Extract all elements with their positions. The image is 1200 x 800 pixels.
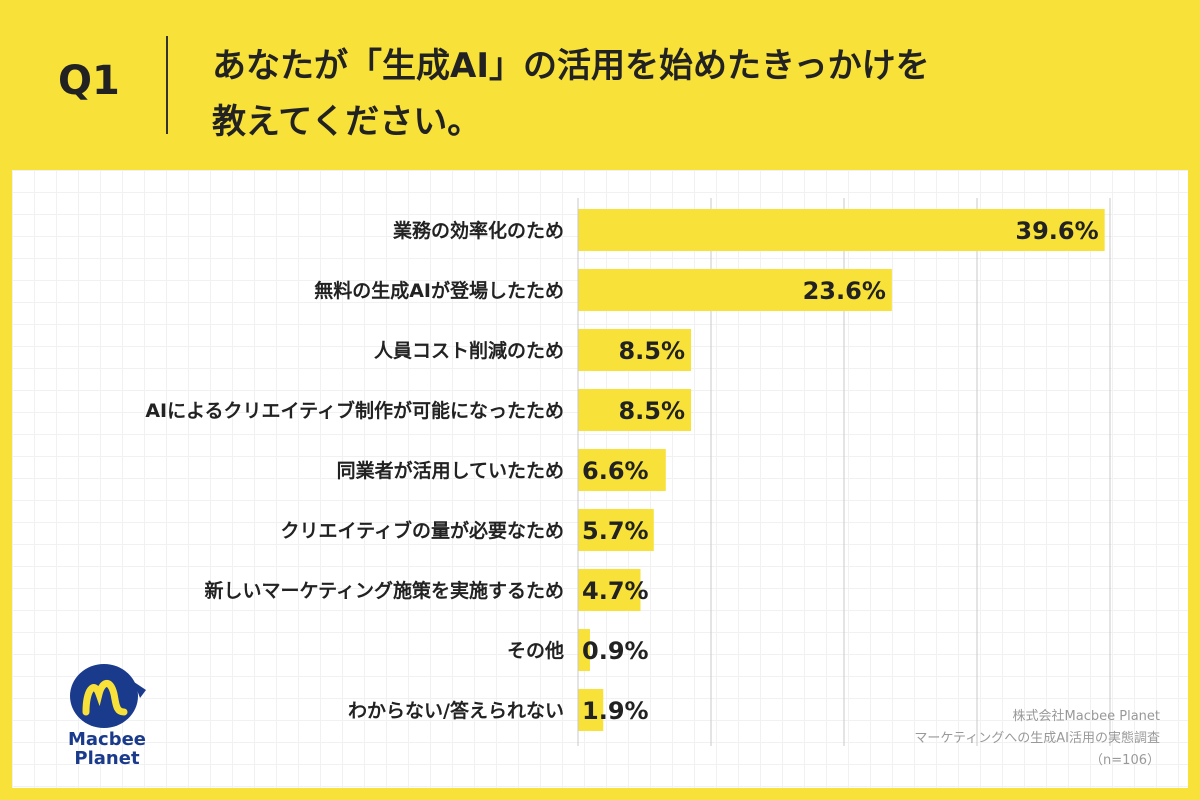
category-label: その他 — [507, 639, 564, 662]
value-label: 4.7% — [582, 577, 649, 605]
bar — [578, 629, 590, 671]
source-note: 株式会社Macbee Planet マーケティングへの生成AI活用の実態調査 （… — [914, 706, 1160, 772]
logo-text-line-1: Macbee — [67, 729, 147, 750]
bar — [578, 209, 1105, 251]
category-label: クリエイティブの量が必要なため — [281, 519, 564, 542]
question-line-2: 教えてください。 — [212, 102, 482, 142]
value-label: 5.7% — [582, 517, 649, 545]
bar — [578, 269, 892, 311]
value-label: 6.6% — [582, 457, 649, 485]
category-label: 同業者が活用していたため — [337, 459, 564, 482]
value-label: 39.6% — [1015, 217, 1098, 245]
value-label: 23.6% — [803, 277, 886, 305]
category-label: AIによるクリエイティブ制作が可能になったため — [145, 399, 564, 422]
category-label: 新しいマーケティング施策を実施するため — [205, 579, 564, 602]
source-company: 株式会社Macbee Planet — [1012, 709, 1160, 724]
logo-mark-icon — [70, 664, 146, 728]
source-survey: マーケティングへの生成AI活用の実態調査 — [914, 731, 1160, 746]
bar — [578, 329, 692, 371]
value-label: 1.9% — [582, 697, 649, 725]
logo-text-line-2: Planet — [74, 748, 140, 769]
bar — [578, 689, 604, 731]
category-label: わからない/答えられない — [348, 699, 564, 722]
header-divider — [166, 36, 168, 134]
bar — [578, 509, 654, 551]
source-sample-size: （n=106） — [1090, 753, 1160, 768]
macbee-planet-logo: Macbee Planet — [42, 660, 172, 775]
question-text: あなたが「生成AI」の活用を始めたきっかけを 教えてください。 — [212, 38, 1172, 150]
question-line-1: あなたが「生成AI」の活用を始めたきっかけを — [212, 46, 930, 86]
value-label: 8.5% — [618, 397, 685, 425]
bar — [578, 569, 641, 611]
bar — [578, 449, 666, 491]
bar — [578, 389, 692, 431]
value-label: 0.9% — [582, 637, 649, 665]
logo-text: Macbee Planet — [42, 730, 172, 768]
bar-chart: 業務の効率化のため 39.6% 無料の生成AIが登場したため 23.6% 人員コスト削減… — [145, 198, 1111, 746]
category-label: 無料の生成AIが登場したため — [314, 279, 564, 302]
header: Q1 あなたが「生成AI」の活用を始めたきっかけを 教えてください。 — [0, 0, 1200, 170]
question-number: Q1 — [58, 58, 120, 104]
category-label: 人員コスト削減のため — [374, 339, 564, 362]
value-label: 8.5% — [618, 337, 685, 365]
chart-panel: 業務の効率化のため 39.6% 無料の生成AIが登場したため 23.6% 人員コスト削減… — [12, 170, 1188, 788]
category-label: 業務の効率化のため — [392, 219, 564, 242]
